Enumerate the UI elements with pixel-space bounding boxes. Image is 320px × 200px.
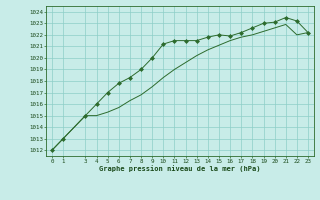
- X-axis label: Graphe pression niveau de la mer (hPa): Graphe pression niveau de la mer (hPa): [99, 165, 261, 172]
